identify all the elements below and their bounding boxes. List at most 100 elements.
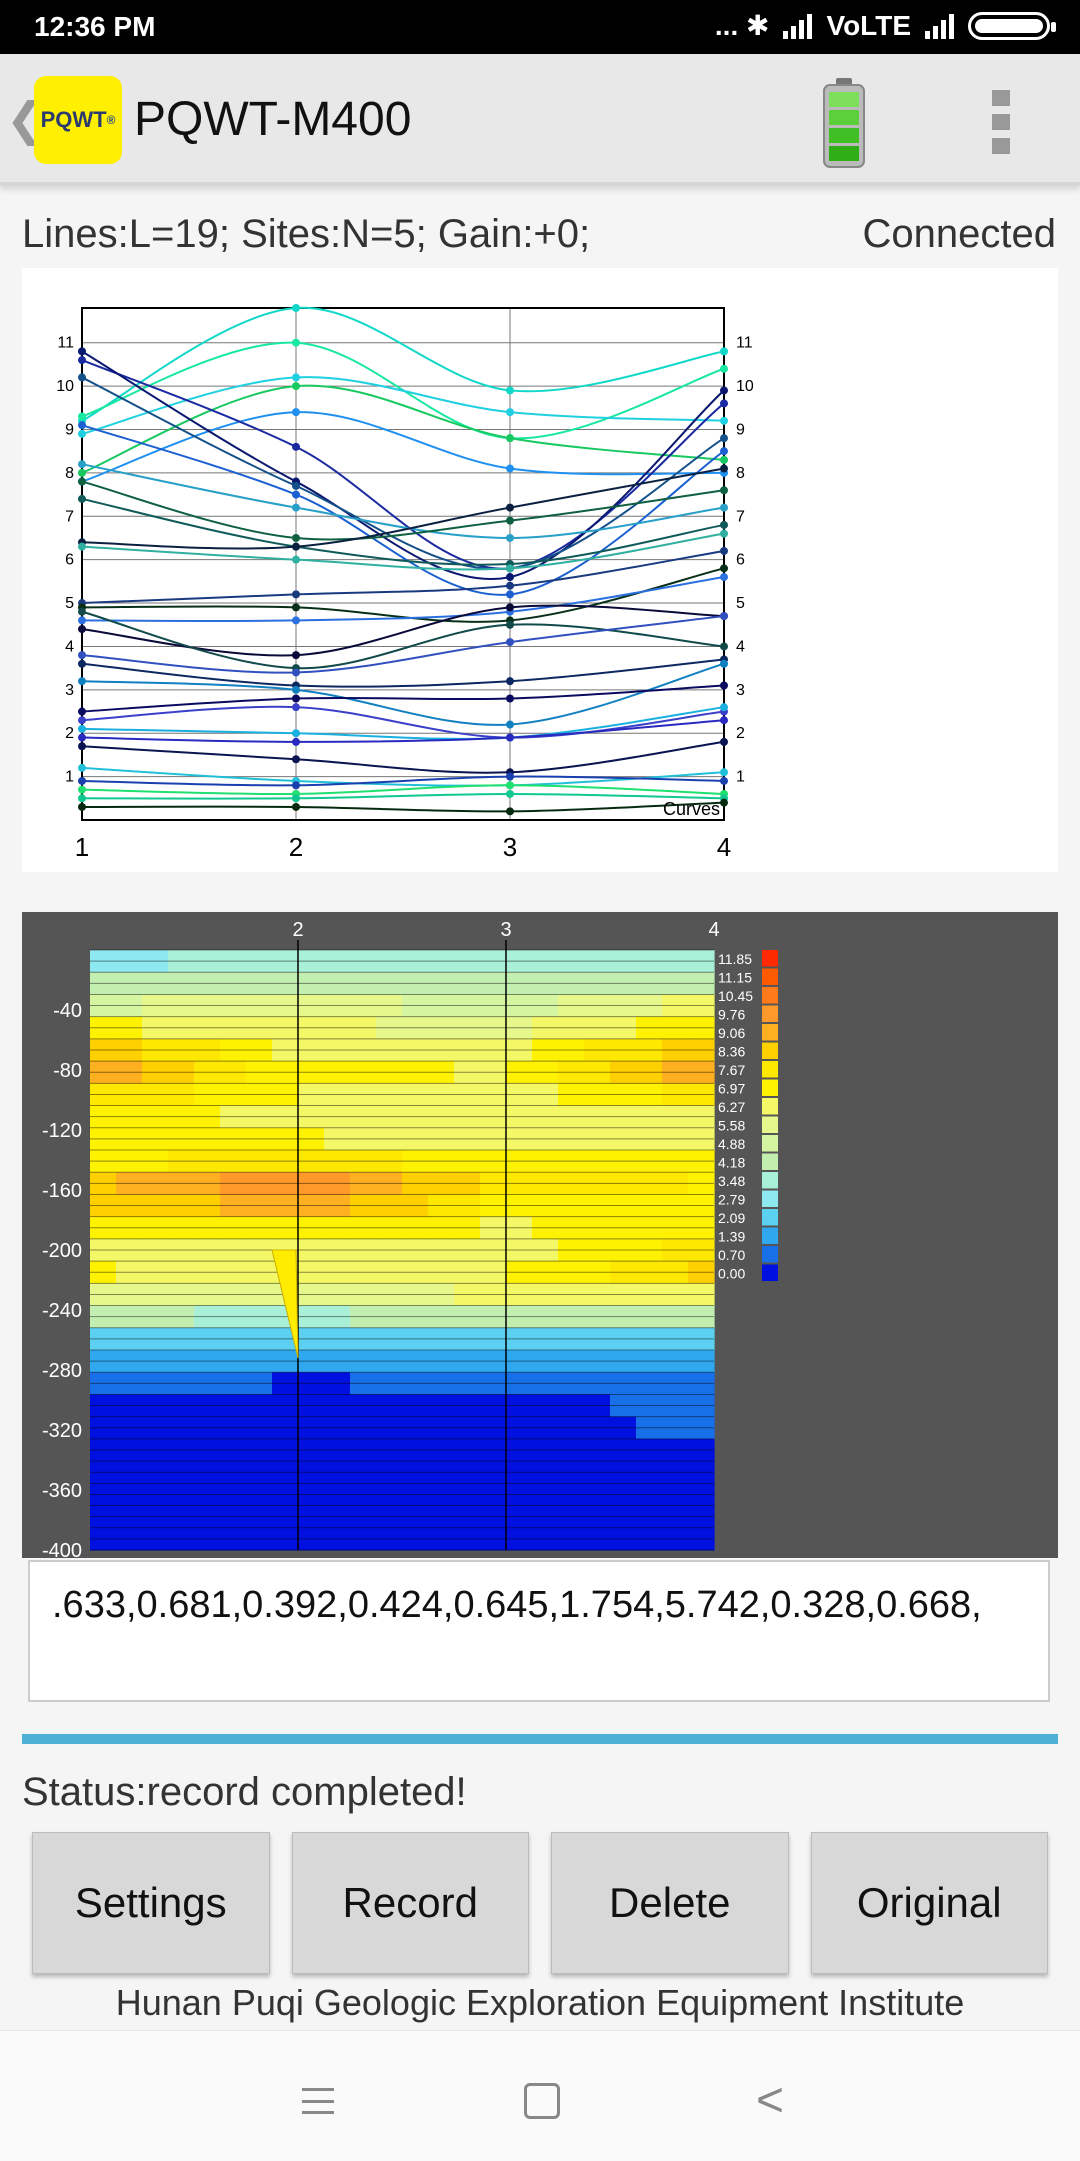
heatmap-cell: [402, 994, 429, 1018]
heatmap-cell: [298, 972, 325, 996]
heatmap-cell: [90, 1127, 117, 1151]
heatmap-cell: [168, 1216, 195, 1240]
heatmap-cell: [662, 1194, 689, 1218]
heatmap-cell: [220, 1238, 247, 1262]
heatmap-cell: [324, 972, 351, 996]
heatmap-cell: [194, 1038, 221, 1062]
data-point: [720, 573, 728, 582]
y-tick-label-left: 5: [65, 595, 74, 612]
heatmap-cell: [246, 972, 273, 996]
heatmap-cell: [558, 1327, 585, 1351]
heatmap-cell: [220, 1283, 247, 1307]
heatmap-cell: [558, 972, 585, 996]
original-button[interactable]: Original: [810, 1832, 1048, 1974]
heatmap-cell: [636, 1016, 663, 1040]
heatmap-cell: [246, 1372, 273, 1396]
data-point: [506, 720, 514, 729]
recent-apps-icon[interactable]: [302, 2088, 334, 2114]
heatmap-cell: [584, 994, 611, 1018]
nav-back-icon[interactable]: <: [756, 2074, 785, 2127]
heatmap-cell: [662, 1172, 689, 1196]
heatmap-cell: [584, 972, 611, 996]
heatmap-cell: [142, 1416, 169, 1440]
heatmap-cell: [584, 1327, 611, 1351]
scale-swatch: [762, 1246, 778, 1263]
data-point: [292, 481, 300, 490]
heatmap-cell: [610, 1083, 637, 1107]
heatmap-cell: [610, 1061, 637, 1084]
data-point: [292, 685, 300, 694]
heatmap-cell: [480, 1083, 507, 1107]
data-point: [506, 620, 514, 629]
heatmap-cell: [506, 1083, 533, 1107]
heatmap-cell: [480, 1461, 507, 1484]
heatmap-cell: [558, 1150, 585, 1173]
heatmap-cell: [532, 1416, 559, 1440]
heatmap-cell: [90, 1283, 117, 1307]
record-button[interactable]: Record: [291, 1832, 529, 1974]
data-point: [720, 399, 728, 408]
delete-button[interactable]: Delete: [551, 1832, 789, 1974]
heatmap-cell: [376, 1305, 403, 1329]
series-line: [81, 532, 725, 571]
heatmap-cell: [532, 1527, 559, 1551]
home-icon[interactable]: [524, 2083, 560, 2119]
heatmap-cell: [350, 1372, 377, 1396]
heatmap-cell: [506, 1216, 533, 1240]
heatmap-cell: [480, 1372, 507, 1396]
overflow-menu-icon[interactable]: [992, 90, 1012, 154]
heatmap-cell: [584, 1350, 611, 1373]
heatmap-cell: [194, 1416, 221, 1440]
heatmap-cell: [246, 950, 273, 973]
data-point: [78, 616, 86, 625]
heatmap-cell: [532, 1350, 559, 1373]
heatmap-cell: [246, 994, 273, 1018]
heatmap-cell: [532, 1372, 559, 1396]
heatmap-cell: [90, 1483, 117, 1507]
heatmap-cell: [688, 1105, 715, 1129]
heatmap-cell: [220, 994, 247, 1018]
heatmap-cell: [376, 1127, 403, 1151]
heatmap-cell: [584, 1083, 611, 1107]
heatmap-cell: [376, 1461, 403, 1484]
scale-swatch: [762, 1172, 778, 1189]
series-line: [81, 801, 725, 813]
y-tick-label-right: 7: [736, 508, 745, 525]
heatmap-cell: [220, 1394, 247, 1418]
heatmap-cell: [350, 1305, 377, 1329]
heatmap-cell: [350, 1505, 377, 1529]
heatmap-cell: [636, 1127, 663, 1151]
heatmap-cell: [324, 994, 351, 1018]
heatmap-cell: [402, 1394, 429, 1418]
heatmap-cell: [506, 1461, 533, 1484]
heatmap-cell: [142, 994, 169, 1018]
heatmap-cell: [688, 1438, 715, 1462]
heatmap-cell: [428, 1327, 455, 1351]
settings-button[interactable]: Settings: [32, 1832, 270, 1974]
heatmap-cell: [90, 1083, 117, 1107]
app-logo[interactable]: PQWT ®: [34, 76, 122, 164]
heatmap-cell: [116, 1194, 143, 1218]
heatmap-cell: [610, 1150, 637, 1173]
scale-swatch: [762, 1135, 778, 1152]
heatmap-cell: [142, 1150, 169, 1173]
series-line: [81, 719, 725, 743]
heatmap-cell: [636, 994, 663, 1018]
heatmap-cell: [558, 1261, 585, 1284]
heatmap-cell: [532, 1394, 559, 1418]
heatmap-cell: [220, 1105, 247, 1129]
heatmap-cell: [454, 1461, 481, 1484]
heatmap-cell: [428, 1461, 455, 1484]
heatmap-cell: [662, 1105, 689, 1129]
heatmap-cell: [636, 1261, 663, 1284]
heatmap-cell: [532, 972, 559, 996]
heatmap-cell: [454, 1194, 481, 1218]
series-line: [81, 411, 725, 483]
data-point: [720, 716, 728, 725]
heatmap-cell: [246, 1238, 273, 1262]
heatmap-cell: [506, 1483, 533, 1507]
y-tick-label-right: 1: [736, 769, 745, 786]
heatmap-cell: [532, 1327, 559, 1351]
data-values-field[interactable]: .633,0.681,0.392,0.424,0.645,1.754,5.742…: [28, 1560, 1050, 1702]
heatmap-cell: [506, 994, 533, 1018]
